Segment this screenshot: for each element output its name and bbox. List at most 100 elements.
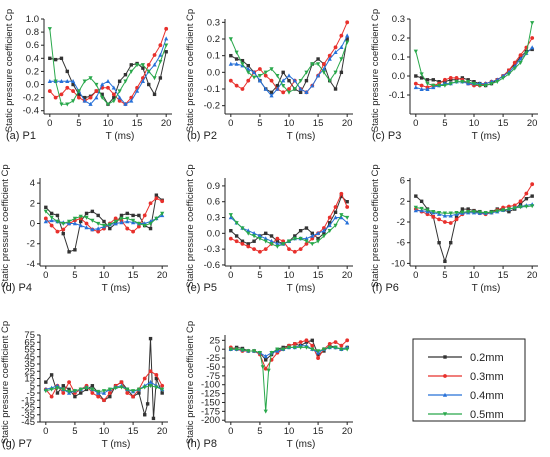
data-point <box>287 247 291 252</box>
x-tick-label: 0 <box>228 118 233 129</box>
data-point <box>518 53 523 57</box>
data-point <box>88 95 93 100</box>
panel-label: (a) P1 <box>6 130 36 142</box>
y-tick-label: 0.3 <box>392 14 405 25</box>
data-point <box>71 82 75 87</box>
data-point <box>55 391 60 395</box>
data-point <box>111 85 116 90</box>
y-tick-label: -2 <box>27 239 35 250</box>
data-point <box>477 210 482 215</box>
data-point <box>246 228 251 233</box>
data-point <box>164 43 169 48</box>
data-point <box>292 341 297 346</box>
data-point <box>49 394 54 399</box>
data-point <box>304 345 309 350</box>
data-point <box>47 78 52 83</box>
data-point <box>59 56 64 61</box>
data-point <box>258 67 262 71</box>
legend-marker <box>443 374 447 378</box>
data-point <box>96 394 101 399</box>
data-point <box>310 242 315 247</box>
y-axis-label: Static pressure coefficient Cp <box>370 164 381 287</box>
data-point <box>437 217 441 222</box>
data-point <box>100 92 104 97</box>
data-point <box>257 236 263 241</box>
data-point <box>339 57 344 62</box>
data-point <box>275 241 280 246</box>
data-point <box>293 234 297 238</box>
data-point <box>160 211 165 216</box>
data-point <box>281 83 286 88</box>
data-point <box>530 45 535 50</box>
x-tick-label: 10 <box>103 118 114 129</box>
data-point <box>281 78 286 83</box>
data-point <box>419 206 424 211</box>
y-tick-label: 0.9 <box>207 181 220 192</box>
x-tick-label: 5 <box>257 426 262 437</box>
data-point <box>345 205 350 209</box>
data-point <box>269 234 274 238</box>
data-point <box>437 80 441 84</box>
data-point <box>506 72 512 77</box>
data-point <box>90 387 95 392</box>
data-point <box>113 216 118 221</box>
x-axis-label: T (ms) <box>287 283 316 294</box>
y-tick-label: 0.0 <box>26 80 39 91</box>
data-point <box>82 98 87 103</box>
y-tick-label: 0.3 <box>207 213 220 224</box>
data-point <box>251 234 257 239</box>
data-point <box>67 250 71 254</box>
data-point <box>125 211 129 216</box>
data-point <box>152 76 157 81</box>
y-tick-label: -25 <box>206 353 220 364</box>
data-point <box>431 83 436 88</box>
data-point <box>339 215 344 220</box>
data-point <box>234 239 239 244</box>
data-point <box>61 221 66 226</box>
data-point <box>246 231 251 236</box>
data-point <box>466 207 470 211</box>
data-point <box>310 231 314 236</box>
data-point <box>286 239 292 244</box>
x-tick-label: 10 <box>284 270 295 281</box>
y-tick-label: 65 <box>24 337 35 348</box>
data-point <box>119 385 124 390</box>
data-point <box>125 391 130 395</box>
data-point <box>123 72 128 77</box>
data-point <box>298 86 303 91</box>
data-point <box>148 226 153 231</box>
data-point <box>94 82 99 87</box>
data-point <box>79 219 83 224</box>
series-0.4mm <box>47 36 169 106</box>
x-tick-label: 15 <box>313 426 324 437</box>
y-tick-label: 0.6 <box>26 40 39 51</box>
legend: 0.2mm 0.3mm 0.4mm 0.5mm <box>412 338 526 422</box>
data-point <box>76 89 82 94</box>
data-point <box>84 386 89 391</box>
data-point <box>489 210 494 215</box>
x-tick-label: 5 <box>442 118 447 129</box>
series-0.3mm <box>47 26 169 107</box>
data-point <box>152 62 157 67</box>
data-point <box>286 90 292 95</box>
data-point <box>77 92 81 97</box>
data-point <box>90 227 95 232</box>
y-tick-label: 75 <box>24 330 35 341</box>
y-tick-label: 35 <box>24 359 35 370</box>
legend-item: 0.3mm <box>428 371 504 383</box>
y-tick-label: 0.2 <box>207 34 220 45</box>
data-point <box>102 219 106 224</box>
data-point <box>152 53 157 57</box>
y-tick-label: -2 <box>397 217 405 228</box>
data-point <box>49 223 54 228</box>
x-tick-label: 15 <box>498 270 509 281</box>
data-point <box>518 205 523 210</box>
data-point <box>339 45 344 50</box>
data-point <box>61 384 65 388</box>
data-point <box>59 78 64 83</box>
data-point <box>131 394 135 399</box>
data-point <box>339 33 344 38</box>
x-tick-label: 10 <box>99 270 110 281</box>
y-tick-label: -0.6 <box>204 260 220 271</box>
data-point <box>252 247 256 252</box>
